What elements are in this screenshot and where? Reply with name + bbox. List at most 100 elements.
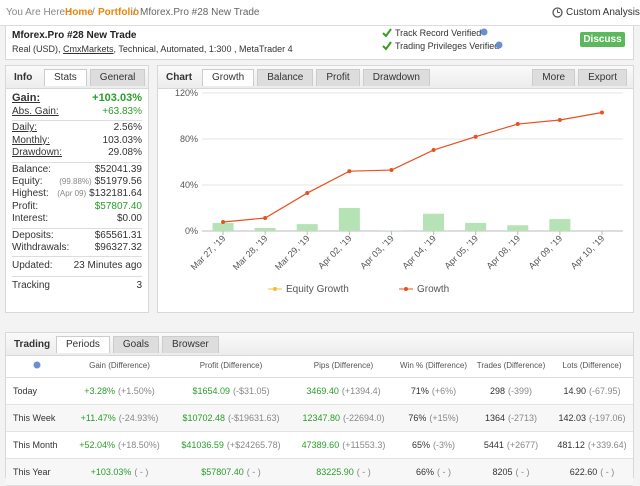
table-cell: 481.12(+339.64) (551, 431, 633, 458)
table-cell: +3.28%(+1.50%) (68, 377, 171, 404)
tab[interactable]: Growth (202, 69, 254, 86)
cell-diff: (-22694.0) (343, 413, 385, 423)
cell-value: 71% (411, 386, 429, 396)
info-row: Drawdown:29.08% (12, 147, 142, 159)
table-cell: +103.03%( - ) (68, 458, 171, 485)
table-cell: $41036.59(+$24265.78) (171, 431, 291, 458)
cell-value: $1654.09 (192, 386, 230, 396)
x-tick-label: Apr 05, '19 (442, 233, 480, 271)
tab[interactable]: Stats (44, 69, 87, 86)
marker (474, 135, 478, 139)
info-row: Updated: 23 Minutes ago (12, 260, 142, 272)
tab[interactable]: Goals (113, 336, 159, 353)
table-cell: 298(-399) (471, 377, 551, 404)
broker-link[interactable]: CmxMarkets (63, 44, 114, 54)
x-tick-label: Apr 10, '19 (569, 233, 607, 271)
cell-value: +103.03% (91, 467, 132, 477)
account-details: Real (USD), CmxMarkets, Technical, Autom… (12, 44, 293, 54)
cell-diff: (+339.64) (588, 440, 627, 450)
info-value: 3 (136, 280, 142, 291)
info-value: $51979.56 (95, 176, 142, 187)
info-label: Balance: (12, 164, 51, 176)
tab[interactable]: Balance (257, 69, 313, 86)
marker (516, 122, 520, 126)
tab[interactable]: More (532, 69, 575, 86)
table-cell: +52.04%(+18.50%) (68, 431, 171, 458)
table-cell: +11.47%(-24.93%) (68, 404, 171, 431)
info-value: +103.03% (92, 92, 142, 104)
bar (297, 224, 318, 231)
info-value: +63.83% (102, 106, 142, 117)
bar (255, 228, 276, 231)
table-cell: $1654.09(-$31.05) (171, 377, 291, 404)
cell-diff: ( - ) (516, 467, 530, 477)
panel-title: Chart (166, 72, 192, 83)
info-value-box: $0.00 (117, 213, 142, 225)
table-cell: 66%( - ) (396, 458, 471, 485)
cell-value: +11.47% (81, 413, 116, 423)
info-value-box: $96327.32 (95, 242, 142, 254)
info-note: (Apr 09) (57, 189, 86, 198)
table-row: Today+3.28%(+1.50%)$1654.09(-$31.05)3469… (6, 377, 633, 404)
info-row: Withdrawals:$96327.32 (12, 242, 142, 254)
analysis-icon (552, 7, 563, 18)
cell-diff: (+1.50%) (118, 386, 155, 396)
legend-label: Equity Growth (286, 284, 349, 295)
tab[interactable]: General (90, 69, 146, 86)
x-tick-label: Mar 27, '19 (189, 233, 228, 272)
breadcrumb-link[interactable]: Home (65, 7, 93, 18)
trading-table: Gain (Difference)Profit (Difference)Pips… (6, 355, 633, 486)
tab[interactable]: Export (578, 69, 627, 86)
period-label: Today (6, 377, 68, 404)
cell-value: 1364 (485, 413, 505, 423)
panel-title: Info (14, 72, 32, 83)
cell-diff: (+1394.4) (342, 386, 381, 396)
info-value: 23 Minutes ago (74, 260, 142, 271)
info-label: Updated: (12, 260, 53, 272)
bar (213, 223, 234, 231)
cell-value: $57807.40 (201, 467, 244, 477)
custom-analysis-link[interactable]: Custom Analysis (566, 7, 640, 18)
tab[interactable]: Periods (56, 336, 110, 353)
info-value-box: 3 (136, 280, 142, 292)
discuss-button[interactable]: Discuss (580, 32, 625, 47)
info-value: $57807.40 (95, 201, 142, 212)
x-tick-label: Apr 02, '19 (316, 233, 354, 271)
info-icon (480, 28, 488, 36)
info-label: Equity: (12, 176, 43, 188)
cell-diff: ( - ) (357, 467, 371, 477)
account-title: Mforex.Pro #28 New Trade (12, 30, 137, 41)
cell-value: 142.03 (558, 413, 586, 423)
cell-diff: (-24.93%) (119, 413, 159, 423)
legend-label: Growth (417, 284, 449, 295)
info-group: Updated: 23 Minutes ago (12, 257, 142, 276)
info-label: Profit: (12, 201, 38, 213)
tab[interactable]: Profit (316, 69, 359, 86)
bar (507, 225, 528, 231)
cell-diff: (+2677) (507, 440, 538, 450)
tab[interactable]: Drawdown (363, 69, 430, 86)
cell-value: 83225.90 (316, 467, 354, 477)
period-label: This Year (6, 458, 68, 485)
info-row: Monthly:103.03% (12, 135, 142, 147)
cell-diff: (+18.50%) (118, 440, 160, 450)
table-cell: 47389.60(+11553.3) (291, 431, 396, 458)
x-tick-label: Apr 04, '19 (400, 233, 438, 271)
table-cell: 8205( - ) (471, 458, 551, 485)
info-label: Monthly: (12, 135, 50, 147)
legend-marker (273, 287, 277, 291)
y-tick-label: 120% (175, 88, 198, 98)
marker (347, 169, 351, 173)
header-row: Gain (Difference)Profit (Difference)Pips… (6, 355, 633, 377)
cell-value: $10702.48 (182, 413, 225, 423)
info-label: Interest: (12, 213, 48, 225)
tab[interactable]: Browser (162, 336, 219, 353)
info-value: $52041.39 (95, 164, 142, 175)
table-cell: 76%(+15%) (396, 404, 471, 431)
